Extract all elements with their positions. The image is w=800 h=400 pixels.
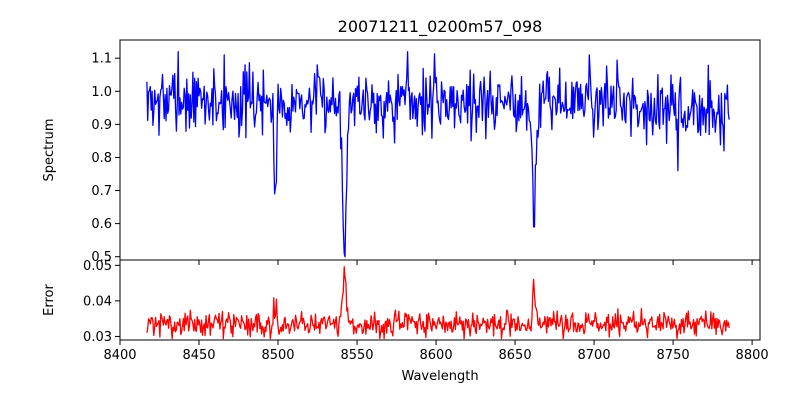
spectrum-y-label: Spectrum [42,119,57,182]
spectrum-x-ticks [119,260,753,265]
error-line [146,265,730,340]
spectrum-y-tick-label: 0.6 [91,217,112,232]
spectrum-y-ticks: 0.5 0.6 0.7 0.8 0.9 1.0 1.1 [91,52,120,265]
error-y-ticks: 0.03 0.04 0.05 [83,259,120,345]
error-y-label: Error [42,284,57,316]
spectrum-line [146,50,730,258]
spectrum-y-tick-label: 1.0 [91,85,112,100]
error-x-tick-label: 8550 [340,348,373,363]
error-panel: 0.03 0.04 0.05 8400 8450 8500 8550 8600 8650 870… [42,259,769,384]
error-x-tick-label: 8400 [103,348,136,363]
error-x-ticks: 8400 8450 8500 8550 8600 8650 8700 8750 8800 [103,340,769,363]
spectrum-y-tick-label: 1.1 [91,52,112,67]
error-x-tick-label: 8800 [736,348,769,363]
spectrum-axes-frame [119,39,761,261]
spectrum-y-tick-label: 0.8 [91,151,112,166]
spectrum-y-tick-label: 0.7 [91,184,112,199]
error-axes-frame [119,259,761,341]
spectrum-y-tick-label: 0.9 [91,118,112,133]
error-x-tick-label: 8600 [420,348,453,363]
error-x-tick-label: 8700 [578,348,611,363]
error-y-tick-label: 0.03 [83,330,112,345]
x-axis-label: Wavelength [401,369,478,384]
error-x-tick-label: 8450 [182,348,215,363]
spectrum-y-tick-label: 0.5 [91,250,112,265]
spectrum-panel: 0.5 0.6 0.7 0.8 0.9 1.0 1.1 Spectrum [42,39,761,265]
error-x-tick-label: 8500 [261,348,294,363]
error-x-tick-label: 8750 [657,348,690,363]
error-y-tick-label: 0.04 [83,294,112,309]
error-x-tick-label: 8650 [499,348,532,363]
chart-title: 20071211_0200m57_098 [338,17,543,37]
error-y-tick-label: 0.05 [83,259,112,274]
